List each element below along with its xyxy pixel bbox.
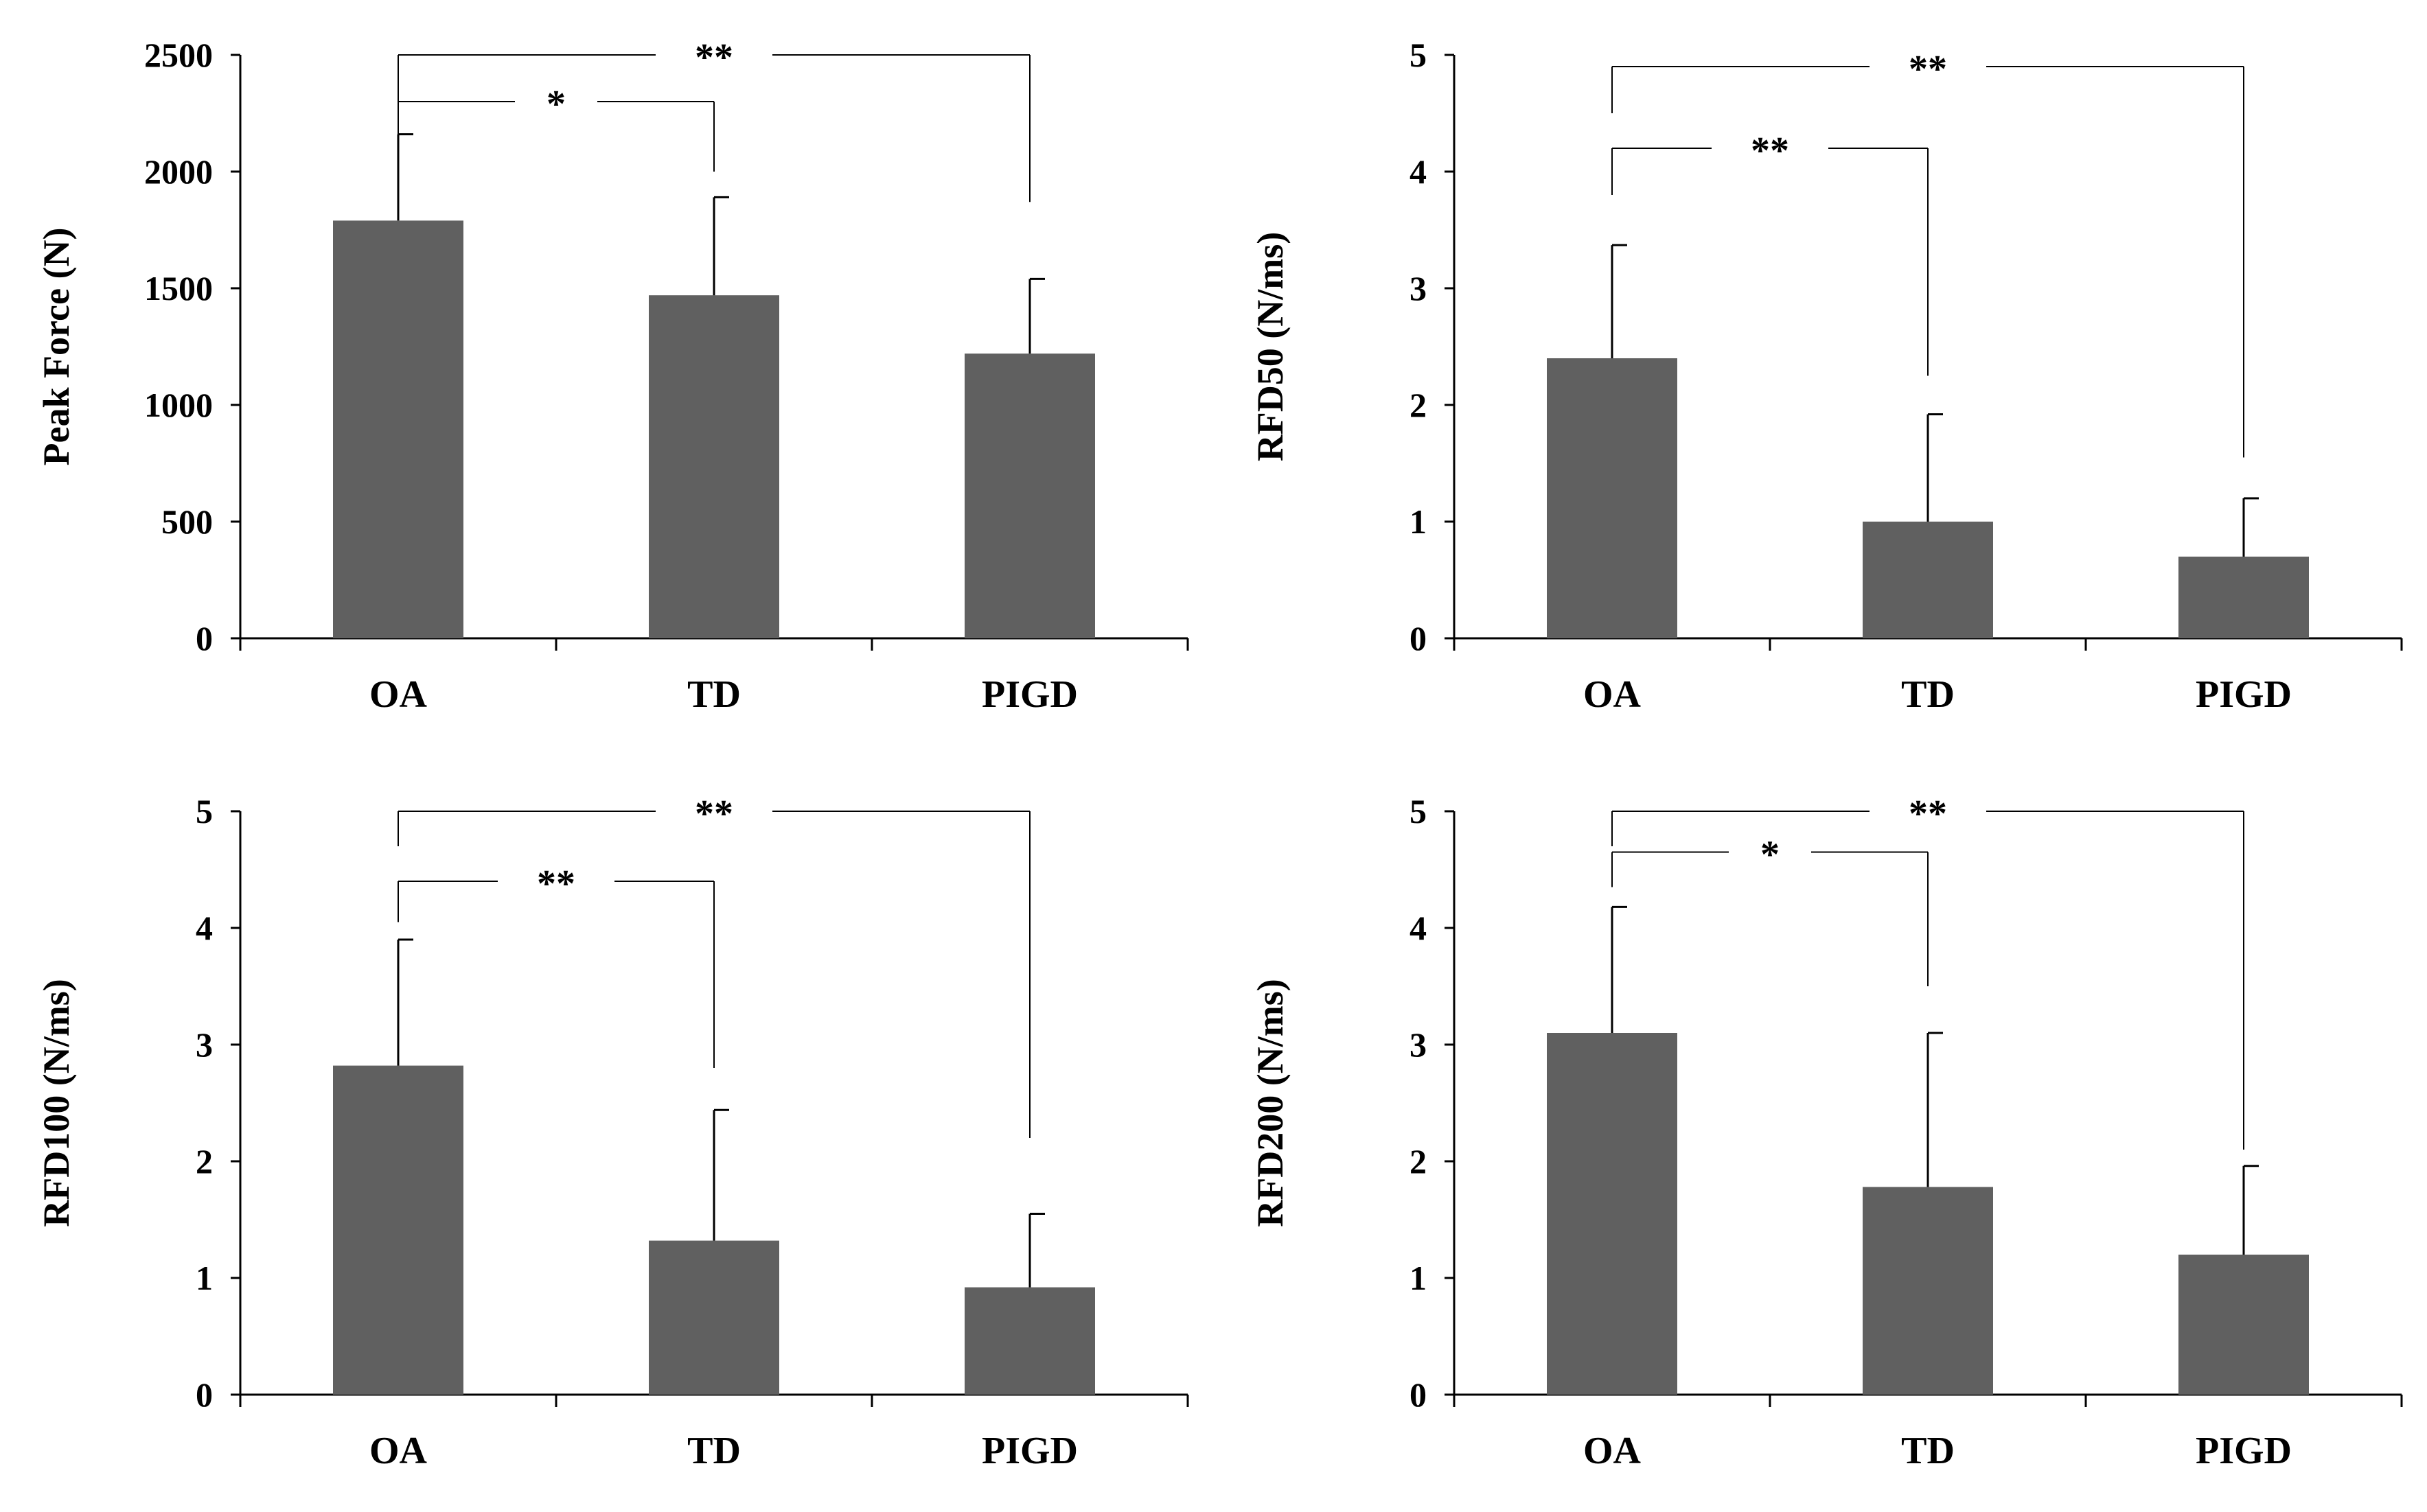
bar-pigd [2178,1255,2309,1395]
bar-td [649,1240,779,1395]
category-label: TD [1901,673,1955,716]
y-tick-label: 1 [196,1259,213,1297]
significance-label: ** [537,863,575,905]
significance-label: ** [1909,48,1947,91]
y-tick-label: 500 [161,502,213,541]
y-tick-label: 5 [1410,792,1427,830]
significance-label: * [547,83,566,126]
y-tick-label: 3 [196,1025,213,1064]
y-tick-label: 2 [1410,1142,1427,1180]
y-tick-label: 3 [1410,269,1427,307]
y-tick-label: 1 [1410,1259,1427,1297]
y-tick-label: 2 [1410,386,1427,424]
chart-rfd100: 0 1 2 3 4 5 RFD100 (N/ms) OA TD PIGD ** ** [0,756,1213,1512]
y-axis-title: Peak Force (N) [36,228,77,466]
chart-rfd50: 0 1 2 3 4 5 RFD50 (N/ms) OA TD PIGD ** ** [1214,0,2427,756]
chart-svg-rfd100: 0 1 2 3 4 5 RFD100 (N/ms) OA TD PIGD ** ** [36,792,1189,1472]
category-label: TD [687,1430,741,1472]
category-label: OA [369,673,428,716]
category-label: PIGD [2196,673,2292,716]
bar-pigd [2178,557,2309,638]
category-label: TD [1901,1430,1955,1472]
bar-oa [333,1065,463,1395]
y-tick-label: 0 [196,619,213,658]
bar-td [1863,1187,1993,1395]
y-tick-label: 0 [1410,1375,1427,1414]
category-label: OA [1583,673,1642,716]
chart-svg-rfd50: 0 1 2 3 4 5 RFD50 (N/ms) OA TD PIGD ** ** [1250,36,2403,716]
y-tick-label: 2500 [144,36,213,74]
bar-oa [1547,358,1677,638]
significance-label: * [1760,834,1780,876]
bar-oa [1547,1033,1677,1395]
y-tick-label: 2000 [144,152,213,191]
y-tick-label: 1500 [144,269,213,307]
bar-pigd [965,1287,1095,1395]
bar-pigd [965,353,1095,638]
bar-td [649,295,779,638]
significance-label: ** [1909,793,1947,835]
category-label: PIGD [2196,1430,2292,1472]
y-tick-label: 4 [196,909,213,947]
y-tick-label: 4 [1410,152,1427,191]
y-tick-label: 2 [196,1142,213,1180]
significance-label: ** [695,793,733,835]
y-tick-label: 0 [1410,619,1427,658]
category-label: PIGD [982,1430,1078,1472]
bar-oa [333,220,463,638]
significance-label: ** [1751,130,1789,172]
chart-rfd200: 0 1 2 3 4 5 RFD200 (N/ms) OA TD PIGD * ** [1214,756,2427,1512]
chart-svg-peak-force: 0 500 1000 1500 2000 2500 Peak Force (N) OA TD PI… [36,36,1189,716]
category-label: PIGD [982,673,1078,716]
y-axis-title: RFD200 (N/ms) [1250,979,1291,1226]
y-tick-label: 5 [1410,36,1427,74]
bar-td [1863,522,1993,638]
y-tick-label: 5 [196,792,213,830]
category-label: OA [1583,1430,1642,1472]
chart-peak-force: 0 500 1000 1500 2000 2500 Peak Force (N) OA TD PI… [0,0,1213,756]
y-axis-title: RFD100 (N/ms) [36,979,77,1226]
category-label: TD [687,673,741,716]
y-tick-label: 1 [1410,502,1427,541]
significance-label: ** [695,36,733,79]
y-tick-label: 3 [1410,1025,1427,1064]
y-axis-title: RFD50 (N/ms) [1250,232,1291,461]
y-tick-label: 1000 [144,386,213,424]
category-label: OA [369,1430,428,1472]
y-tick-label: 0 [196,1375,213,1414]
y-tick-label: 4 [1410,909,1427,947]
